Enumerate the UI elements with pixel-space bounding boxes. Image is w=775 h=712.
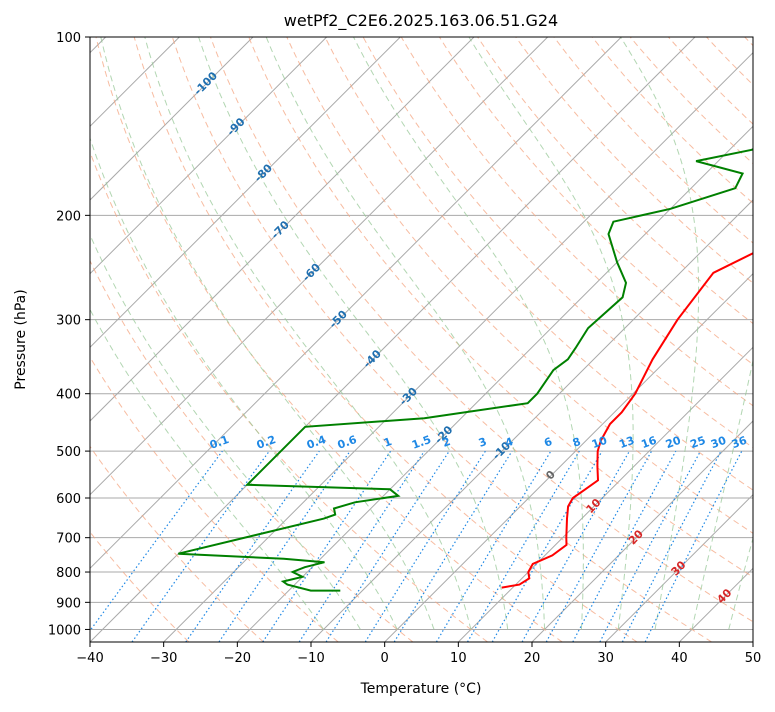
- x-tick-label: 40: [671, 651, 688, 666]
- y-tick-label: 400: [56, 388, 81, 403]
- y-tick-label: 300: [56, 314, 81, 329]
- y-tick-label: 700: [56, 532, 81, 547]
- x-tick-label: 20: [524, 651, 541, 666]
- x-tick-label: −20: [224, 651, 251, 666]
- y-tick-label: 800: [56, 566, 81, 581]
- y-tick-label: 200: [56, 209, 81, 224]
- x-tick-label: 10: [450, 651, 467, 666]
- x-tick-label: 50: [745, 651, 762, 666]
- chart-title: wetPf2_C2E6.2025.163.06.51.G24: [284, 11, 558, 31]
- x-tick-label: −30: [150, 651, 177, 666]
- y-tick-label: 900: [56, 596, 81, 611]
- y-tick-label: 100: [56, 31, 81, 46]
- x-tick-label: 30: [597, 651, 614, 666]
- x-tick-label: 0: [381, 651, 389, 666]
- y-tick-label: 500: [56, 445, 81, 460]
- x-tick-label: −10: [297, 651, 324, 666]
- y-axis-label: Pressure (hPa): [13, 289, 29, 389]
- y-tick-label: 1000: [48, 623, 81, 638]
- x-axis-label: Temperature (°C): [360, 681, 482, 697]
- y-tick-label: 600: [56, 492, 81, 507]
- x-tick-label: −40: [76, 651, 103, 666]
